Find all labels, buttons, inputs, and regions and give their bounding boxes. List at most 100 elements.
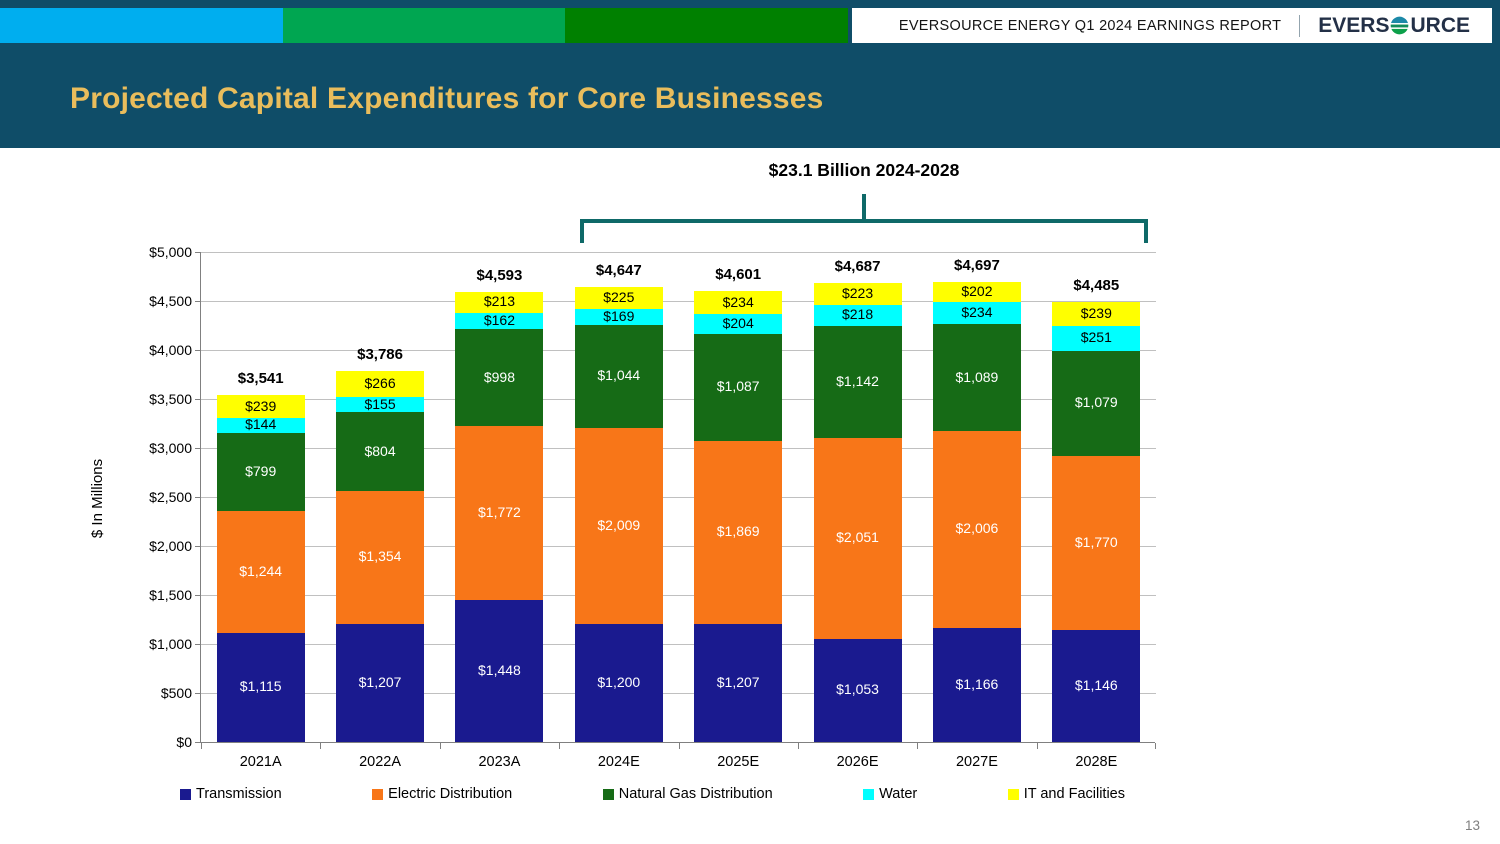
legend-item: IT and Facilities <box>1007 786 1125 802</box>
segment-value-label: $202 <box>961 282 993 299</box>
legend-label: Natural Gas Distribution <box>618 786 773 802</box>
logo-text-left: EVERS <box>1318 13 1390 37</box>
segment-value-label: $234 <box>722 293 754 310</box>
y-axis-tick <box>195 301 201 302</box>
bar-segment: $1,053 <box>813 638 902 742</box>
x-axis-label: 2028E <box>1075 754 1118 770</box>
legend: Transmission Electric Distribution Natural… <box>180 784 1125 804</box>
segment-value-label: $1,166 <box>955 675 999 692</box>
bar-segment: $1,200 <box>574 624 663 742</box>
bar-segment: $1,079 <box>1052 350 1141 457</box>
bar-segment: $218 <box>813 304 902 326</box>
segment-value-label: $204 <box>722 315 754 332</box>
x-axis-tick <box>559 743 561 749</box>
y-axis-tick-label: $0 <box>176 734 192 750</box>
segment-value-label: $1,772 <box>478 504 521 521</box>
y-axis-tick-label: $3,500 <box>149 391 192 407</box>
y-axis-tick <box>195 497 201 498</box>
segment-value-label: $804 <box>364 442 396 459</box>
gridline <box>201 399 1156 400</box>
x-axis-label: 2021A <box>239 754 282 770</box>
legend-label: Electric Distribution <box>388 786 513 802</box>
bar-segment: $1,115 <box>216 632 305 742</box>
legend-swatch <box>863 788 875 800</box>
segment-value-label: $1,142 <box>836 372 879 389</box>
x-axis-label: 2025E <box>717 754 760 770</box>
y-axis-tick-label: $4,000 <box>149 342 192 358</box>
segment-value-label: $1,770 <box>1074 533 1118 550</box>
segment-value-label: $1,087 <box>716 378 760 395</box>
segment-value-label: $239 <box>1080 305 1112 322</box>
banner-strip-green <box>282 8 566 43</box>
x-axis-label: 2027E <box>955 754 998 770</box>
banner-strip-blue <box>0 8 283 43</box>
title-band: Projected Capital Expenditures for Core … <box>0 50 1500 148</box>
eversource-logo: EVERS URCE <box>1318 14 1470 38</box>
banner-header: EVERSOURCE ENERGY Q1 2024 EARNINGS REPOR… <box>852 8 1492 43</box>
segment-value-label: $1,354 <box>358 548 402 565</box>
segment-value-label: $1,115 <box>239 678 282 695</box>
bar-segment: $2,006 <box>932 431 1021 628</box>
bar-segment: $1,142 <box>813 325 902 438</box>
bar-segment: $1,089 <box>932 324 1021 432</box>
x-axis-tick <box>1036 743 1038 749</box>
y-axis-tick-label: $5,000 <box>149 244 192 260</box>
bar-segment: $1,087 <box>694 334 783 441</box>
bar-segment: $998 <box>455 328 544 427</box>
legend-label: IT and Facilities <box>1023 786 1125 802</box>
gridline <box>201 301 1156 302</box>
x-axis-label: 2026E <box>836 754 879 770</box>
plot-area: $0 $500 $1,000 $1,500 $2,000 $2,500 $3,000 $3,5… <box>149 244 1156 770</box>
y-axis-title: $ In Millions <box>89 458 107 538</box>
segment-value-label: $251 <box>1080 329 1112 346</box>
x-axis-tick <box>201 743 202 749</box>
y-axis-tick-label: $500 <box>160 685 192 701</box>
segment-value-label: $144 <box>245 416 277 433</box>
bar-total-label: $4,593 <box>476 266 523 284</box>
bar-segment: $225 <box>574 286 663 309</box>
bar-segment: $1,166 <box>932 627 1021 742</box>
bar-segment: $1,770 <box>1052 456 1141 630</box>
y-axis-tick <box>195 693 201 694</box>
x-axis-label: 2022A <box>359 754 402 770</box>
y-axis-tick-label: $4,500 <box>149 293 192 309</box>
bar-segment: $2,009 <box>574 427 663 625</box>
gridline <box>201 252 1156 253</box>
segment-value-label: $2,051 <box>836 529 879 546</box>
legend-swatch <box>1007 788 1019 800</box>
bracket <box>580 219 1148 243</box>
bar-segment: $234 <box>932 301 1021 325</box>
bar-segment: $144 <box>216 416 305 433</box>
x-axis-tick <box>320 743 322 749</box>
y-axis-tick <box>195 595 201 596</box>
top-banner: EVERSOURCE ENERGY Q1 2024 EARNINGS REPOR… <box>0 0 1500 50</box>
y-axis-tick <box>195 399 201 400</box>
x-axis-tick <box>917 743 919 749</box>
y-axis-tick <box>195 644 201 645</box>
x-axis-tick <box>797 743 799 749</box>
bar-total-label: $4,687 <box>834 257 881 275</box>
bar-segment: $239 <box>1052 302 1141 326</box>
bar-segment: $1,448 <box>455 600 544 742</box>
segment-value-label: $998 <box>483 368 516 385</box>
segment-value-label: $1,079 <box>1074 394 1118 411</box>
logo-text-right: URCE <box>1410 13 1470 37</box>
segment-value-label: $1,207 <box>358 673 402 690</box>
segment-value-label: $155 <box>364 395 396 412</box>
bar-total-label: $4,485 <box>1073 277 1120 295</box>
segment-value-label: $1,200 <box>597 674 641 691</box>
bar-segment: $162 <box>455 312 544 329</box>
bar-segment: $213 <box>455 291 544 313</box>
segment-value-label: $1,244 <box>239 562 283 579</box>
bar-segment: $2,051 <box>813 437 902 639</box>
bar-segment: $1,044 <box>574 325 663 428</box>
segment-value-label: $169 <box>603 307 635 324</box>
y-axis-tick-label: $2,500 <box>149 489 192 505</box>
x-axis-label: 2023A <box>478 754 521 770</box>
bar-total-label: $4,601 <box>715 266 762 284</box>
segment-value-label: $266 <box>364 375 396 392</box>
banner-divider <box>1299 14 1301 37</box>
bracket-stem <box>862 194 866 220</box>
gridline <box>201 546 1156 547</box>
